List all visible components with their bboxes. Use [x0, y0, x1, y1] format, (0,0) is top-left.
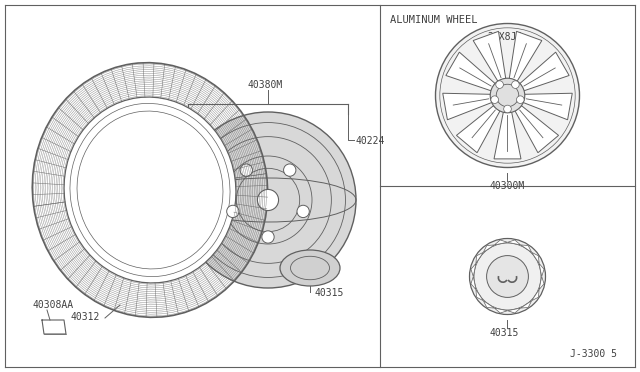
Text: 40300M: 40300M	[490, 180, 525, 190]
Polygon shape	[520, 52, 569, 91]
Circle shape	[496, 81, 504, 89]
Text: 20X8JJ: 20X8JJ	[488, 32, 523, 42]
Text: 40315: 40315	[315, 288, 344, 298]
Polygon shape	[494, 112, 521, 159]
Circle shape	[262, 231, 274, 243]
Polygon shape	[515, 106, 559, 153]
Polygon shape	[456, 106, 500, 153]
Text: 40315: 40315	[490, 327, 519, 337]
Circle shape	[240, 164, 252, 176]
Text: 40224: 40224	[356, 136, 385, 146]
Polygon shape	[443, 93, 492, 120]
Polygon shape	[483, 301, 495, 308]
Circle shape	[435, 23, 579, 167]
Text: 40312: 40312	[70, 312, 99, 322]
Circle shape	[284, 164, 296, 176]
Polygon shape	[532, 252, 539, 263]
Text: ALUMINUM WHEEL: ALUMINUM WHEEL	[390, 15, 477, 25]
Circle shape	[516, 96, 524, 103]
Circle shape	[470, 238, 545, 314]
Polygon shape	[508, 308, 520, 313]
Circle shape	[257, 189, 278, 211]
Circle shape	[511, 81, 519, 89]
Polygon shape	[446, 52, 495, 91]
Polygon shape	[471, 276, 476, 289]
Polygon shape	[495, 240, 508, 245]
Polygon shape	[520, 245, 532, 252]
Polygon shape	[539, 263, 544, 276]
Polygon shape	[495, 308, 508, 313]
Circle shape	[180, 112, 356, 288]
Polygon shape	[520, 301, 532, 308]
Polygon shape	[539, 276, 544, 289]
Circle shape	[297, 205, 309, 218]
Text: J-3300 5: J-3300 5	[570, 349, 617, 359]
Text: 40380M: 40380M	[248, 80, 284, 90]
Circle shape	[491, 96, 499, 103]
Polygon shape	[509, 31, 542, 81]
Circle shape	[486, 256, 529, 297]
Polygon shape	[476, 252, 483, 263]
Circle shape	[227, 205, 239, 218]
Polygon shape	[471, 263, 476, 276]
Polygon shape	[483, 245, 495, 252]
Circle shape	[504, 105, 511, 113]
Circle shape	[490, 78, 525, 113]
Ellipse shape	[64, 97, 236, 283]
Polygon shape	[473, 31, 506, 81]
Polygon shape	[476, 289, 483, 301]
Polygon shape	[532, 289, 539, 301]
Polygon shape	[524, 93, 572, 120]
Polygon shape	[508, 240, 520, 245]
Ellipse shape	[280, 250, 340, 286]
Text: 40308AA: 40308AA	[32, 300, 73, 310]
